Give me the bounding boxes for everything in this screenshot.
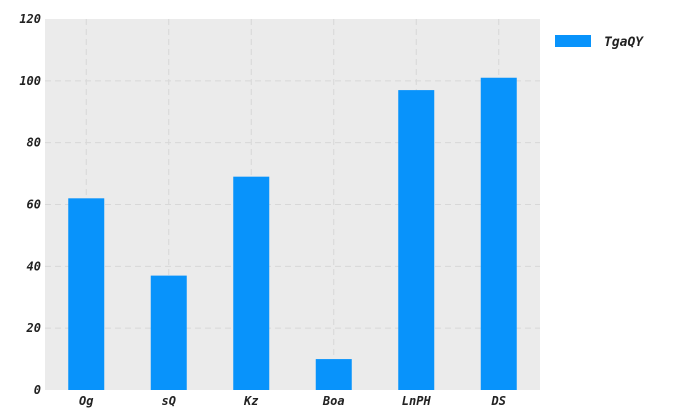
- y-tick-label: 40: [27, 259, 41, 273]
- bar-DS: [480, 77, 517, 390]
- y-tick-label: 80: [27, 136, 41, 150]
- x-axis-ticks: Og sQ Kz Boa LnPH DS: [79, 394, 506, 408]
- x-tick-label: Boa: [322, 394, 345, 408]
- x-tick-label: Og: [79, 394, 93, 408]
- y-tick-label: 100: [19, 74, 41, 88]
- bar-sQ: [150, 275, 187, 390]
- bar-LnPH: [398, 90, 435, 390]
- y-tick-label: 0: [34, 383, 41, 397]
- bar-Og: [68, 198, 105, 390]
- legend-label: TgaQY: [604, 35, 644, 50]
- y-tick-label: 60: [27, 198, 41, 212]
- x-tick-label: LnPH: [402, 394, 432, 408]
- bar-Boa: [315, 359, 352, 390]
- legend: TgaQY: [555, 35, 644, 50]
- legend-swatch: [555, 35, 591, 47]
- y-axis-ticks: 0 20 40 60 80 100 120: [19, 12, 41, 397]
- y-tick-label: 20: [26, 321, 41, 335]
- x-tick-label: Kz: [243, 394, 258, 408]
- x-tick-label: DS: [491, 394, 506, 408]
- y-tick-label: 120: [19, 12, 41, 26]
- bar-Kz: [233, 176, 270, 390]
- bars: [68, 77, 517, 390]
- x-tick-label: sQ: [162, 394, 176, 408]
